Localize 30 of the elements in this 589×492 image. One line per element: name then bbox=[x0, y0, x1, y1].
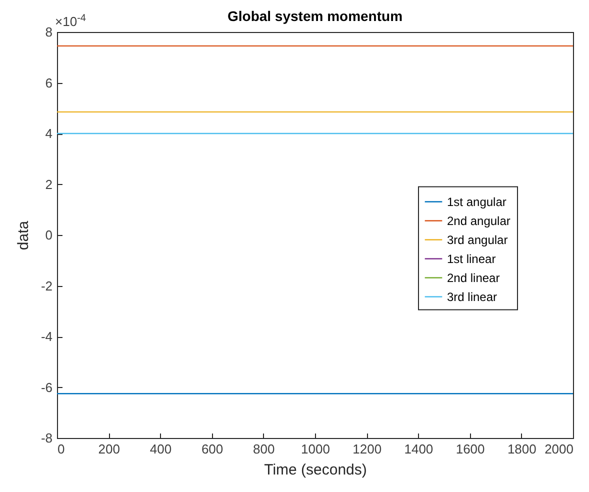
x-tick-label: 1600 bbox=[456, 442, 485, 456]
x-tick-label: 200 bbox=[98, 442, 120, 456]
x-tick-label: 1800 bbox=[507, 442, 536, 456]
y-tick-label: -6 bbox=[40, 380, 52, 395]
legend-label: 1st angular bbox=[447, 194, 506, 209]
y-tick-label: -4 bbox=[40, 329, 52, 344]
y-tick-label: -8 bbox=[40, 430, 52, 446]
x-tick-label: 400 bbox=[150, 442, 172, 456]
legend-label: 1st linear bbox=[447, 252, 496, 266]
x-tick-label: 800 bbox=[253, 442, 275, 456]
y-tick-label: 8 bbox=[45, 24, 52, 40]
legend-label: 3rd linear bbox=[447, 290, 498, 304]
x-tick-label: 1200 bbox=[352, 442, 382, 456]
chart-title: Global system momentum bbox=[227, 8, 403, 24]
x-tick-label: 600 bbox=[201, 442, 224, 456]
x-tick-label: 2000 bbox=[544, 442, 574, 456]
y-tick-label: 6 bbox=[45, 75, 52, 90]
text: ×10$^{-4}$ bbox=[55, 12, 86, 29]
y-tick-label: 4 bbox=[45, 126, 52, 141]
legend-label: 2nd linear bbox=[447, 270, 500, 285]
x-tick-label: 1400 bbox=[404, 442, 434, 456]
x-tick-label: 0 bbox=[58, 442, 65, 456]
y-tick-label: 2 bbox=[45, 176, 52, 192]
x-tick-label: 1000 bbox=[301, 442, 330, 456]
y-tick-label: 0 bbox=[45, 228, 52, 242]
y-tick-label: -2 bbox=[40, 278, 52, 294]
legend-label: 3rd angular bbox=[447, 232, 508, 247]
y-axis-title: data bbox=[14, 220, 32, 250]
legend-label: 2nd angular bbox=[447, 214, 510, 228]
x-axis-title: Time (seconds) bbox=[264, 462, 367, 478]
